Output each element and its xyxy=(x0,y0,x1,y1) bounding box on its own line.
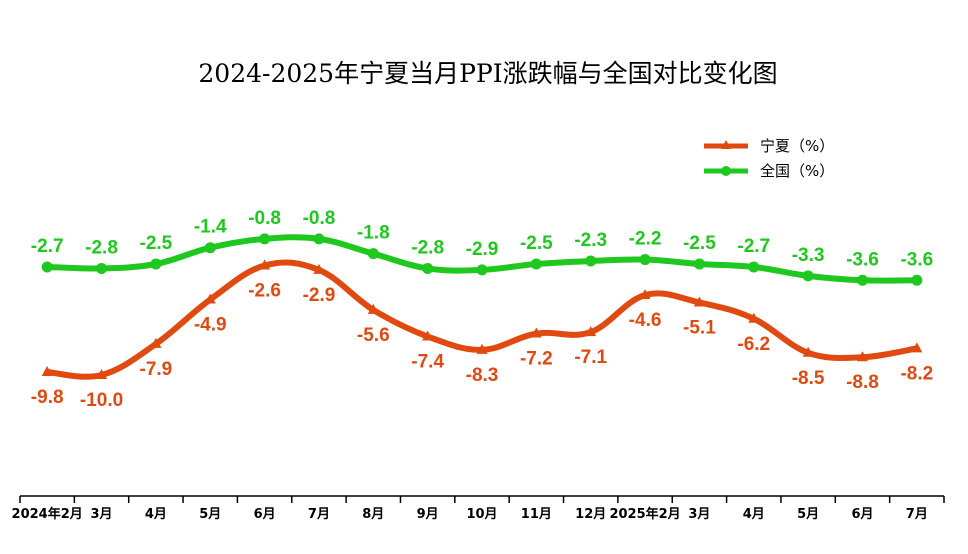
x-tick-label: 10月 xyxy=(466,507,497,522)
data-label-national: -2.9 xyxy=(466,239,499,260)
point-marker-ningxia xyxy=(856,351,868,362)
data-label-ningxia: -4.6 xyxy=(629,310,662,331)
x-tick-label: 4月 xyxy=(743,507,765,522)
data-label-ningxia: -5.1 xyxy=(683,317,716,338)
data-label-national: -2.5 xyxy=(683,233,716,254)
x-tick-label: 5月 xyxy=(797,507,819,522)
data-label-ningxia: -8.5 xyxy=(792,368,825,389)
point-marker-national xyxy=(150,258,162,270)
point-marker-national xyxy=(802,270,814,282)
data-label-national: -2.8 xyxy=(411,237,444,258)
point-marker-national xyxy=(530,258,542,270)
x-tick-label: 3月 xyxy=(688,507,710,522)
point-marker-national xyxy=(476,264,488,276)
x-tick-label: 8月 xyxy=(362,507,384,522)
x-tick-label: 7月 xyxy=(308,507,330,522)
data-label-ningxia: -7.4 xyxy=(411,352,444,373)
data-label-national: -2.7 xyxy=(737,236,770,257)
point-marker-national xyxy=(259,233,271,245)
point-marker-ningxia xyxy=(476,343,488,354)
legend-label-ningxia: 宁夏（%） xyxy=(760,137,834,155)
point-marker-national xyxy=(422,262,434,274)
point-marker-ningxia xyxy=(639,289,651,300)
point-marker-ningxia xyxy=(150,337,162,348)
point-marker-national xyxy=(748,261,760,273)
data-label-ningxia: -8.2 xyxy=(900,363,933,384)
data-label-national: -2.8 xyxy=(85,237,118,258)
data-label-ningxia: -7.1 xyxy=(574,347,607,368)
point-marker-ningxia xyxy=(259,259,271,270)
data-label-ningxia: -6.2 xyxy=(737,334,770,355)
x-tick-label: 2025年2月 xyxy=(609,506,680,522)
data-label-national: -1.4 xyxy=(194,217,227,238)
data-label-ningxia: -4.9 xyxy=(194,315,227,336)
point-marker-national xyxy=(41,261,53,273)
data-label-national: -0.8 xyxy=(248,208,281,229)
point-marker-ningxia xyxy=(313,263,325,274)
point-marker-national xyxy=(204,242,216,254)
point-marker-national xyxy=(639,254,651,266)
series-markers xyxy=(41,233,923,379)
point-marker-ningxia xyxy=(585,326,597,337)
legend-item-national: 全国（%） xyxy=(704,162,834,180)
chart-title: 2024-2025年宁夏当月PPI涨跌幅与全国对比变化图 xyxy=(198,59,777,88)
point-marker-national xyxy=(693,258,705,270)
point-marker-ningxia xyxy=(422,330,434,341)
point-marker-ningxia xyxy=(530,327,542,338)
x-tick-label: 11月 xyxy=(521,507,552,522)
data-label-national: -0.8 xyxy=(303,208,336,229)
point-marker-national xyxy=(856,274,868,286)
x-tick-label: 4月 xyxy=(145,507,167,522)
point-marker-ningxia xyxy=(41,366,53,377)
point-marker-ningxia xyxy=(802,346,814,357)
data-label-national: -1.8 xyxy=(357,223,390,244)
data-label-national: -3.3 xyxy=(792,245,825,266)
data-label-national: -2.2 xyxy=(629,229,662,250)
series-line-ningxia xyxy=(44,259,920,380)
point-marker-national xyxy=(911,274,923,286)
x-tick-label: 2024年2月 xyxy=(12,506,83,522)
data-label-ningxia: -10.0 xyxy=(80,390,123,411)
data-label-national: -2.3 xyxy=(574,230,607,251)
data-label-ningxia: -2.9 xyxy=(303,285,336,306)
data-label-national: -2.5 xyxy=(520,233,553,254)
data-label-ningxia: -8.3 xyxy=(466,365,499,386)
x-tick-label: 6月 xyxy=(254,507,276,522)
legend: 宁夏（%） 全国（%） xyxy=(704,137,834,180)
point-marker-ningxia xyxy=(748,312,760,323)
point-marker-national xyxy=(96,262,108,274)
data-label-national: -2.5 xyxy=(140,233,173,254)
legend-marker-triangle xyxy=(721,140,731,149)
data-label-national: -3.6 xyxy=(900,249,933,270)
x-tick-label: 12月 xyxy=(575,507,606,522)
point-marker-ningxia xyxy=(204,293,216,304)
point-marker-ningxia xyxy=(693,296,705,307)
x-tick-label: 3月 xyxy=(91,507,113,522)
data-label-ningxia: -9.8 xyxy=(31,387,64,408)
data-label-national: -3.6 xyxy=(846,249,879,270)
legend-item-ningxia: 宁夏（%） xyxy=(704,137,834,155)
x-tick-label: 6月 xyxy=(851,507,873,522)
data-label-ningxia: -8.8 xyxy=(846,372,879,393)
point-marker-national xyxy=(367,248,379,260)
point-marker-national xyxy=(313,233,325,245)
point-marker-ningxia xyxy=(367,303,379,314)
legend-marker-circle xyxy=(721,166,731,176)
x-tick-label: 9月 xyxy=(417,507,439,522)
legend-label-national: 全国（%） xyxy=(760,162,834,180)
data-label-national: -2.7 xyxy=(31,236,64,257)
x-axis-ticks: 2024年2月 3月 4月 5月 6月 7月 8月 9月 10月 11月 12月 2025年2月 3月 4… xyxy=(12,496,945,522)
data-label-ningxia: -5.6 xyxy=(357,325,390,346)
x-tick-label: 5月 xyxy=(199,507,221,522)
data-label-ningxia: -2.6 xyxy=(248,280,281,301)
point-marker-ningxia xyxy=(96,369,108,379)
data-label-ningxia: -7.2 xyxy=(520,349,553,370)
point-marker-ningxia xyxy=(911,342,923,353)
x-tick-label: 7月 xyxy=(906,507,928,522)
data-label-ningxia: -7.9 xyxy=(140,359,173,380)
point-marker-national xyxy=(585,255,597,267)
data-labels: -9.8 -10.0 -7.9 -4.9 -2.6 -2.9 -5.6 -7.4 -8.3 -7.… xyxy=(31,208,933,411)
